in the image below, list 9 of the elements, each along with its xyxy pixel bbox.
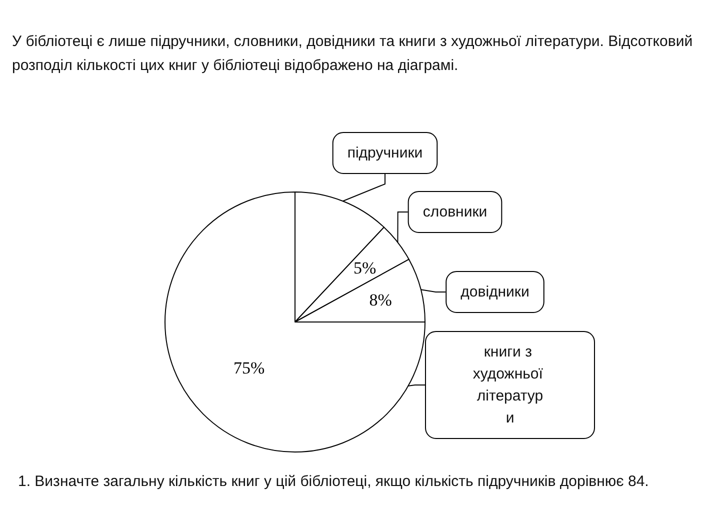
data-label: 5% bbox=[354, 258, 376, 278]
slice-label: підручники bbox=[347, 144, 423, 162]
data-label: 75% bbox=[233, 358, 265, 378]
chart-title: У бібліотеці є лише підручники, словники, довідники та книги з художньої літератури. Відсотковий розподіл кількості цих книг у бібліотеці відображено на діаграмі. bbox=[12, 32, 694, 76]
slice-label: словники bbox=[422, 204, 488, 220]
slice-label: книги з художньої літератури bbox=[472, 344, 548, 426]
text: 1. Визначте загальну кількість книг у цій бібліотеці, якщо кількість підручників дорівнює 84. bbox=[18, 472, 650, 492]
data-label: 8% bbox=[369, 290, 392, 310]
slice-label: довідники bbox=[460, 284, 530, 300]
